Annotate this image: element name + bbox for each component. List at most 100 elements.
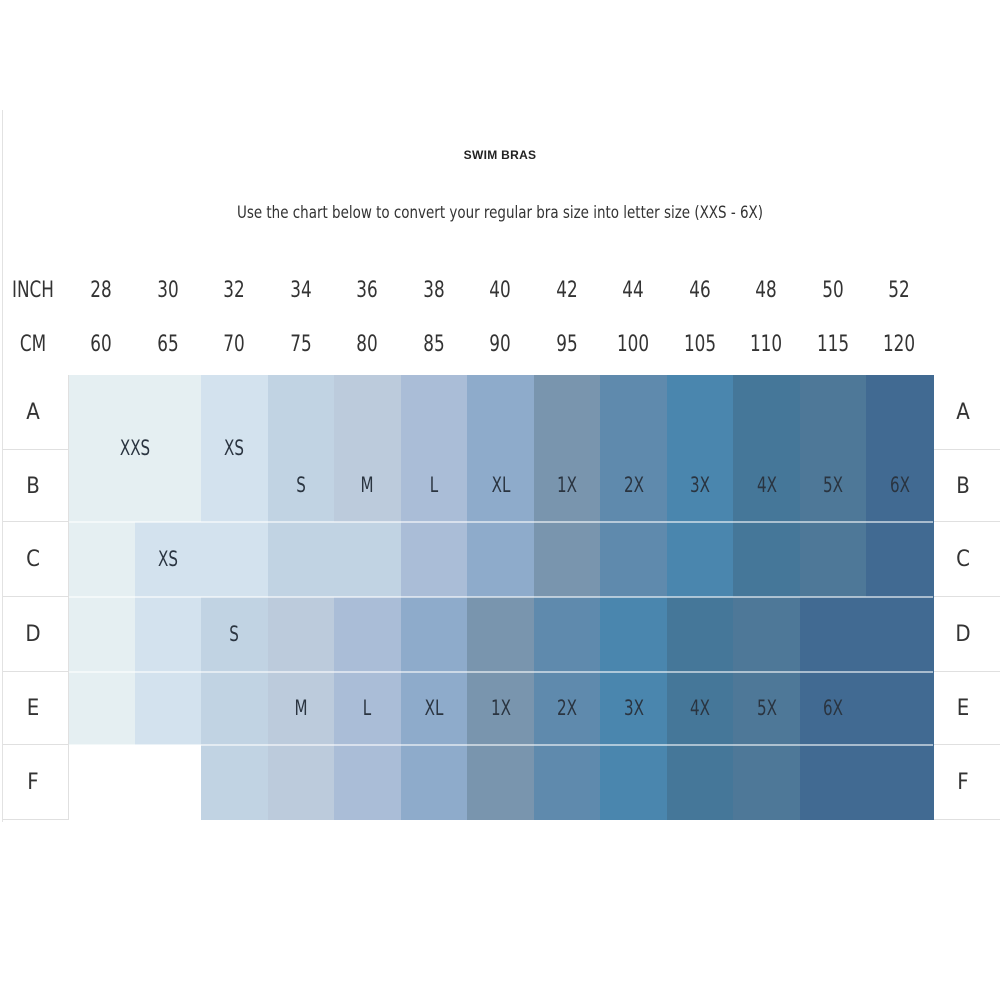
- header-value: 34: [289, 278, 312, 303]
- size-cell-5x: [733, 672, 801, 745]
- size-cell-xl: [467, 450, 535, 522]
- size-cell-xs: [201, 522, 269, 597]
- size-label: XS: [157, 546, 178, 571]
- size-cell-xs: [201, 450, 269, 522]
- size-cell-3x: [666, 375, 734, 450]
- size-cell-2x: [600, 522, 668, 597]
- size-cell-3x: [600, 597, 668, 672]
- size-label: L: [429, 473, 439, 497]
- header-value: 115: [816, 332, 849, 357]
- cup-label-left: F: [27, 770, 39, 795]
- size-cell-2x: [533, 745, 601, 820]
- size-cell-xl: [400, 745, 468, 820]
- size-cell-l: [400, 522, 468, 597]
- cup-label-left: D: [25, 622, 41, 647]
- left-column-border: [68, 375, 69, 820]
- header-row-label: CM: [19, 332, 47, 357]
- header-value: 48: [755, 278, 778, 303]
- cup-cell-left: [3, 597, 68, 672]
- cup-label-left: A: [26, 400, 40, 425]
- size-cell-l: [400, 450, 468, 522]
- size-cell-6x: [866, 450, 934, 522]
- size-cell-6x: [866, 375, 934, 450]
- size-cell-4x: [666, 745, 734, 820]
- size-cell-6x: [799, 672, 868, 745]
- size-label: L: [363, 695, 372, 720]
- size-cell-m: [267, 672, 335, 745]
- header-value: 100: [617, 332, 650, 357]
- header-value: 110: [750, 332, 783, 357]
- size-cell-xxs: [68, 450, 136, 522]
- size-cell-2x: [533, 597, 601, 672]
- size-cell-xs: [134, 522, 202, 597]
- size-cell-xxs: [134, 450, 202, 522]
- header-value: 38: [422, 278, 445, 303]
- size-cell-xxs: [68, 522, 136, 597]
- header-value: 46: [689, 278, 711, 303]
- size-cell-3x: [666, 522, 734, 597]
- size-cell-m: [334, 375, 402, 450]
- row-separator: [68, 521, 933, 523]
- size-cell-6x: [866, 597, 934, 672]
- cup-label-right: F: [957, 770, 969, 795]
- size-label: S: [296, 473, 306, 497]
- size-label: 5X: [756, 695, 777, 720]
- size-label: S: [229, 621, 240, 646]
- row-separator: [68, 596, 933, 598]
- size-cell-2x: [600, 375, 668, 450]
- size-cell-xl: [400, 597, 468, 672]
- header-value: 105: [683, 332, 716, 357]
- size-cell-1x: [533, 375, 601, 450]
- size-label: 1X: [490, 695, 511, 720]
- cup-cell-right: [933, 450, 1000, 522]
- size-cell-6x: [866, 672, 934, 745]
- size-cell-xxs: [68, 597, 136, 672]
- cup-cell-right: [933, 745, 1000, 820]
- header-value: 44: [622, 278, 645, 303]
- chart-frame: [2, 110, 3, 822]
- header-value: 65: [156, 332, 179, 357]
- header-value: 95: [556, 332, 578, 357]
- size-cell-1x: [467, 745, 535, 820]
- header-value: 60: [90, 332, 112, 357]
- size-cell-5x: [799, 450, 868, 522]
- size-label: 4X: [690, 695, 711, 720]
- header-value: 120: [883, 332, 916, 357]
- size-cell-4x: [733, 450, 801, 522]
- size-cell-4x: [733, 522, 801, 597]
- size-cell-l: [334, 672, 402, 745]
- size-cell-xxs: [68, 672, 136, 745]
- size-cell-5x: [733, 745, 801, 820]
- size-cell-4x: [733, 375, 801, 450]
- header-row-label: INCH: [12, 278, 54, 303]
- size-cell-m: [267, 597, 335, 672]
- size-cell-6x: [799, 597, 868, 672]
- size-cell-6x: [799, 745, 868, 820]
- size-cell-5x: [733, 597, 801, 672]
- size-cell-m: [334, 450, 402, 522]
- size-cell-l: [334, 597, 402, 672]
- chart-title: SWIM BRAS: [463, 148, 537, 162]
- size-cell-xxs: [134, 375, 202, 450]
- size-label: 2X: [557, 695, 578, 720]
- size-label: 3X: [623, 695, 644, 720]
- header-value: 70: [223, 332, 245, 357]
- size-cell-m: [267, 745, 335, 820]
- size-cell-4x: [666, 597, 734, 672]
- size-label: XXS: [119, 435, 150, 460]
- header-value: 50: [822, 278, 844, 303]
- header-value: 32: [223, 278, 245, 303]
- size-cell-1x: [467, 672, 535, 745]
- size-cell-3x: [600, 745, 668, 820]
- header-value: 52: [888, 278, 911, 303]
- size-cell-6x: [866, 745, 934, 820]
- cup-cell-left: [3, 375, 68, 450]
- size-cell-1x: [533, 450, 601, 522]
- size-cell-l: [334, 745, 402, 820]
- header-value: 90: [489, 332, 511, 357]
- cup-label-right: B: [956, 473, 970, 499]
- size-cell-s: [267, 522, 335, 597]
- size-cell-s: [267, 375, 335, 450]
- size-label: XL: [491, 473, 510, 497]
- size-label: 2X: [623, 473, 644, 497]
